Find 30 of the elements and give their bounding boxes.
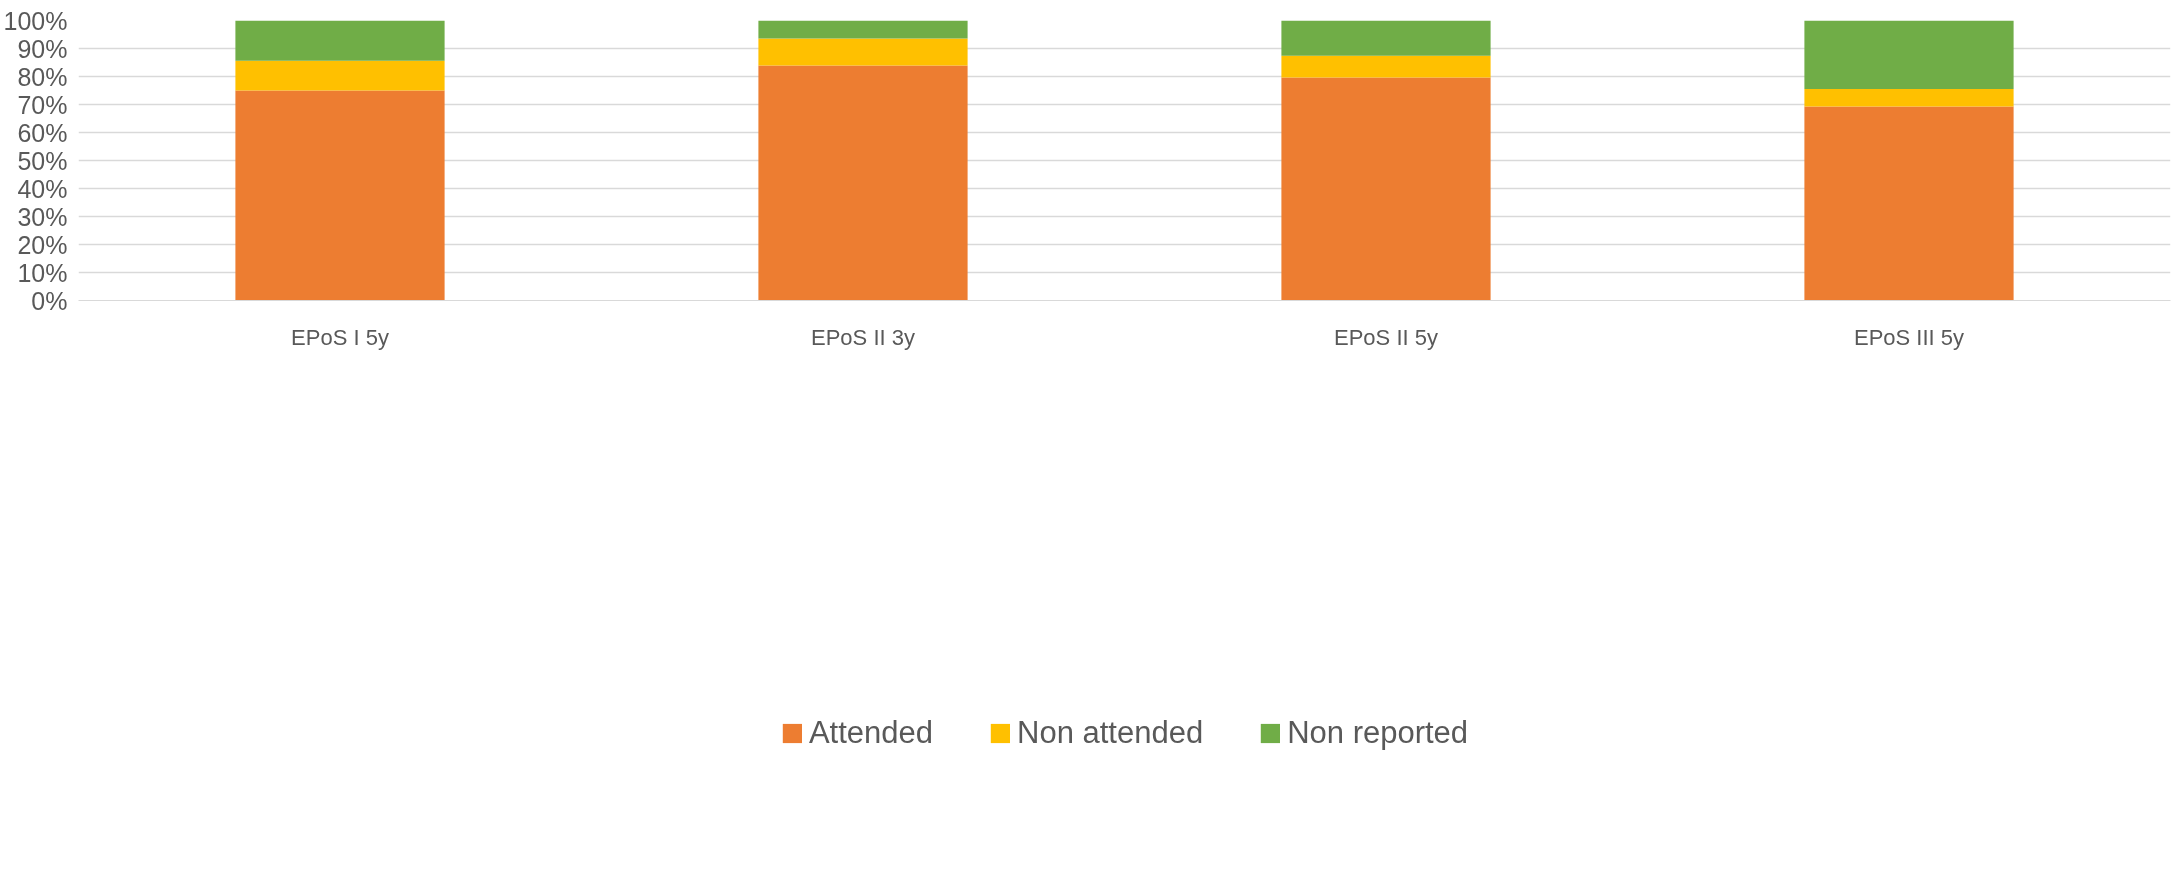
- x-tick-label: EPoS III 5y: [1853, 324, 1965, 350]
- bar: [1804, 20, 2014, 90]
- legend-label: Non reported: [1287, 715, 1469, 751]
- bar: [235, 60, 445, 91]
- bar: [1281, 20, 1491, 56]
- bar: [1281, 77, 1491, 301]
- x-tick-label: EPoS I 5y: [291, 324, 389, 350]
- legend-label: Non attended: [1017, 715, 1204, 751]
- bar: [758, 65, 968, 301]
- bar: [235, 20, 445, 61]
- bar: [1281, 55, 1491, 78]
- bar: [1804, 89, 2014, 107]
- y-tick-label: 20%: [17, 230, 68, 259]
- y-tick-label: 0%: [31, 286, 68, 315]
- y-tick-label: 70%: [17, 90, 68, 119]
- bar: [758, 38, 968, 66]
- x-tick-label: EPoS II 5y: [1334, 324, 1438, 350]
- y-tick-label: 80%: [17, 62, 68, 91]
- y-tick-label: 90%: [17, 34, 68, 63]
- bar: [235, 90, 445, 301]
- x-tick-label: EPoS II 3y: [811, 324, 915, 350]
- y-tick-label: 60%: [17, 118, 68, 147]
- y-tick-label: 30%: [17, 202, 68, 231]
- y-tick-label: 50%: [17, 146, 68, 175]
- y-tick-label: 100%: [3, 6, 68, 35]
- y-tick-label: 40%: [17, 174, 68, 203]
- bar: [1804, 106, 2014, 301]
- bar: [758, 20, 968, 39]
- legend-label: Attended: [808, 715, 933, 751]
- y-tick-label: 10%: [17, 258, 68, 287]
